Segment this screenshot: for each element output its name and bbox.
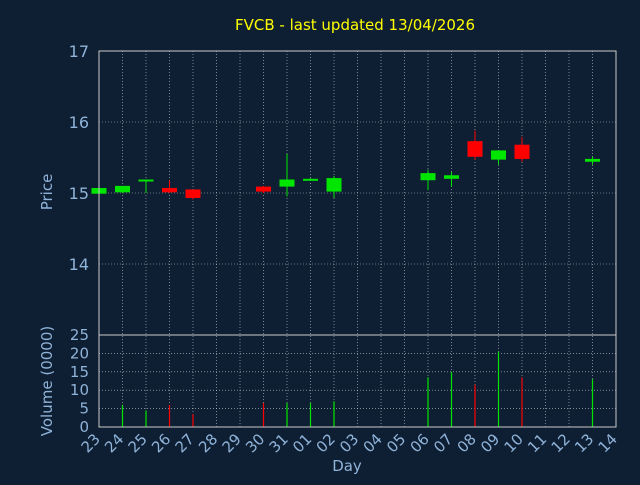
x-tick-label: 28 xyxy=(195,430,221,456)
volume-tick-label: 15 xyxy=(70,363,89,381)
x-tick-label: 26 xyxy=(148,430,174,456)
x-tick-label: 29 xyxy=(219,430,245,456)
x-tick-label: 04 xyxy=(360,430,386,456)
price-tick-label: 15 xyxy=(69,184,89,203)
candle-body-up xyxy=(279,179,295,187)
grid-layer xyxy=(98,50,617,428)
price-tick-label: 16 xyxy=(69,113,89,132)
x-tick-label: 02 xyxy=(313,430,339,456)
x-tick-label: 08 xyxy=(454,430,480,456)
volume-tick-label: 5 xyxy=(79,400,89,418)
x-tick-label: 30 xyxy=(242,430,268,456)
x-tick-label: 03 xyxy=(336,430,362,456)
x-tick-label: 06 xyxy=(407,430,433,456)
x-tick-label: 11 xyxy=(524,430,550,456)
tick-labels: 1415161705101520252324252627282930310102… xyxy=(69,42,621,456)
x-tick-label: 24 xyxy=(101,430,127,456)
candle-body-up xyxy=(491,150,506,160)
volume-plot-frame xyxy=(98,334,617,428)
plot-frames xyxy=(98,50,617,428)
candle-body-down xyxy=(185,189,201,198)
x-tick-label: 25 xyxy=(125,430,151,456)
candle-body-up xyxy=(303,178,318,181)
chart-title: FVCB - last updated 13/04/2026 xyxy=(235,16,475,34)
volume-tick-label: 0 xyxy=(79,418,89,436)
x-tick-label: 07 xyxy=(430,430,456,456)
x-axis-label: Day xyxy=(332,457,362,475)
price-tick-label: 14 xyxy=(69,255,89,274)
candle-body-up xyxy=(326,178,342,192)
candle-body-down xyxy=(467,141,483,157)
x-tick-label: 09 xyxy=(477,430,503,456)
volume-tick-label: 20 xyxy=(70,344,89,362)
candle-body-up xyxy=(585,158,600,162)
volume-tick-label: 10 xyxy=(70,381,89,399)
x-tick-label: 12 xyxy=(548,430,574,456)
x-tick-label: 27 xyxy=(172,430,198,456)
price-tick-label: 17 xyxy=(69,42,89,61)
x-tick-label: 14 xyxy=(595,430,621,456)
candle-body-down xyxy=(162,188,177,193)
x-tick-label: 05 xyxy=(383,430,409,456)
x-tick-label: 10 xyxy=(501,430,527,456)
volume-bars xyxy=(98,351,594,427)
x-tick-label: 13 xyxy=(571,430,597,456)
candle-body-up xyxy=(138,179,154,182)
candles xyxy=(91,130,600,200)
x-tick-label: 01 xyxy=(289,430,315,456)
candle-body-down xyxy=(256,186,271,192)
volume-axis-label: Volume (0000) xyxy=(38,326,56,436)
candle-body-down xyxy=(514,144,530,159)
candle-body-up xyxy=(444,175,459,179)
price-axis-label: Price xyxy=(38,174,56,211)
candle-body-up xyxy=(115,185,130,193)
volume-tick-label: 25 xyxy=(70,326,89,344)
x-tick-label: 31 xyxy=(266,430,292,456)
candle-body-up xyxy=(420,173,436,181)
